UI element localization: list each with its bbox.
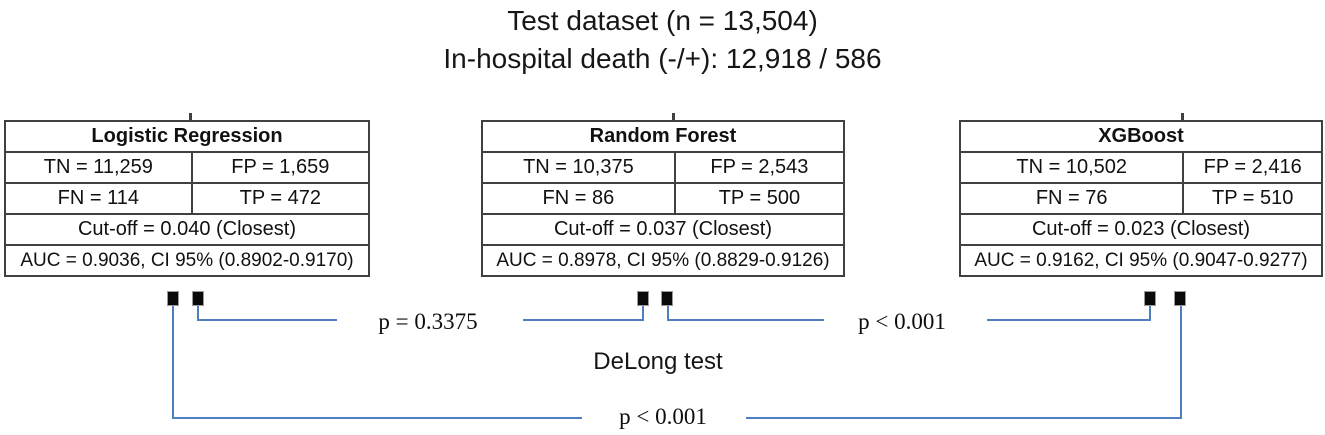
pvalue-lr-vs-xgb: p < 0.001 [619, 404, 707, 429]
bracket-lr-rf-right-drop [642, 306, 644, 321]
bracket-lr-rf-right-line [523, 319, 644, 321]
fn-cell: FN = 86 [542, 187, 615, 209]
fn-cell: FN = 76 [1035, 187, 1108, 209]
tn-cell: TN = 11,259 [43, 156, 153, 178]
table-random-forest: Random Forest TN = 10,375 FP = 2,543 FN … [481, 120, 845, 277]
tn-cell: TN = 10,502 [1016, 156, 1127, 178]
table-xgboost: XGBoost TN = 10,502 FP = 2,416 FN = 76 T… [959, 120, 1323, 277]
pvalue-lr-vs-rf: p = 0.3375 [378, 309, 478, 334]
table1-top-tick [189, 113, 192, 121]
tp-cell: TP = 510 [1182, 184, 1321, 213]
table-row-fn-tp: FN = 86 TP = 500 [483, 182, 843, 213]
fp-cell: FP = 2,543 [673, 153, 843, 182]
bracket-lr-xgb-left-line [172, 417, 582, 419]
bracket-lr-rf-left-line [197, 319, 337, 321]
auc-row: AUC = 0.8978, CI 95% (0.8829-0.9126) [483, 244, 843, 275]
pvalue-rf-vs-xgb: p < 0.001 [858, 309, 946, 334]
bracket-lr-xgb-left-drop [172, 306, 174, 419]
table2-top-tick [672, 113, 675, 121]
marker-xgb-outer [1174, 291, 1186, 306]
table-row-fn-tp: FN = 76 TP = 510 [961, 182, 1321, 213]
marker-rf-left [637, 291, 649, 306]
bracket-lr-xgb-right-drop [1180, 306, 1182, 419]
bracket-lr-rf-left-drop [197, 306, 199, 321]
cutoff-row: Cut-off = 0.037 (Closest) [483, 213, 843, 244]
fp-cell: FP = 1,659 [190, 153, 368, 182]
bracket-rf-xgb-left-line [667, 319, 824, 321]
marker-lr-inner [192, 291, 204, 306]
fn-cell: FN = 114 [57, 187, 139, 209]
table-row-tn-fp: TN = 10,375 FP = 2,543 [483, 151, 843, 182]
auc-row: AUC = 0.9036, CI 95% (0.8902-0.9170) [6, 244, 368, 275]
cutoff-row: Cut-off = 0.023 (Closest) [961, 213, 1321, 244]
table-row-tn-fp: TN = 11,259 FP = 1,659 [6, 151, 368, 182]
auc-row: AUC = 0.9162, CI 95% (0.9047-0.9277) [961, 244, 1321, 275]
marker-xgb-inner [1144, 291, 1156, 306]
fp-cell: FP = 2,416 [1182, 153, 1321, 182]
figure-title: Test dataset (n = 13,504) In-hospital de… [0, 2, 1325, 78]
table-row-tn-fp: TN = 10,502 FP = 2,416 [961, 151, 1321, 182]
tn-cell: TN = 10,375 [523, 156, 634, 178]
table-header-logistic-regression: Logistic Regression [91, 125, 283, 147]
bracket-rf-xgb-right-line [987, 319, 1151, 321]
table-logistic-regression: Logistic Regression TN = 11,259 FP = 1,6… [4, 120, 370, 277]
table3-top-tick [1181, 113, 1184, 121]
table-header-xgboost: XGBoost [1098, 125, 1184, 147]
marker-lr-outer [167, 291, 179, 306]
title-line-1: Test dataset (n = 13,504) [507, 5, 818, 36]
delong-test-label: DeLong test [593, 348, 723, 375]
bracket-lr-xgb-right-line [746, 417, 1182, 419]
bracket-rf-xgb-right-drop [1149, 306, 1151, 321]
table-header-random-forest: Random Forest [589, 125, 737, 147]
bracket-rf-xgb-left-drop [667, 306, 669, 321]
cutoff-row: Cut-off = 0.040 (Closest) [6, 213, 368, 244]
table-row-fn-tp: FN = 114 TP = 472 [6, 182, 368, 213]
marker-rf-right [661, 291, 673, 306]
tp-cell: TP = 472 [190, 184, 368, 213]
title-line-2: In-hospital death (-/+): 12,918 / 586 [443, 43, 882, 74]
tp-cell: TP = 500 [673, 184, 843, 213]
